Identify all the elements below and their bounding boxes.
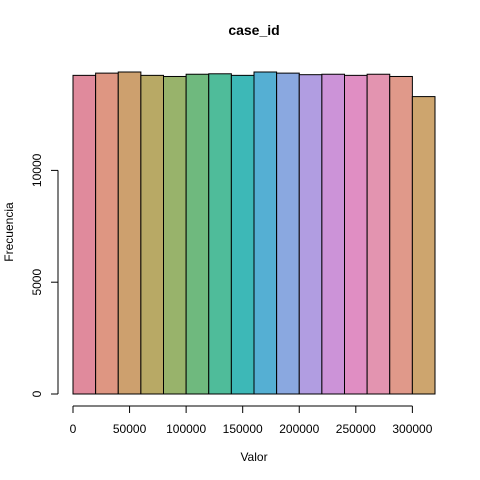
histogram-bar: [185, 73, 210, 395]
x-axis-tick-label: 100000: [166, 422, 206, 436]
histogram-bar: [389, 75, 413, 395]
histogram-bar: [72, 74, 97, 395]
x-axis-tick-label: 300000: [392, 422, 432, 436]
histogram-bar: [298, 74, 323, 395]
y-axis-tick-label: 10000: [30, 153, 44, 187]
histogram-bar: [208, 73, 232, 395]
x-axis: 0 50000 100000 150000 200000 250000 300000: [70, 405, 433, 436]
histogram-bar: [140, 74, 164, 395]
x-axis-tick-label: 200000: [279, 422, 319, 436]
histogram-bar: [411, 96, 436, 395]
histogram-bar: [366, 73, 391, 395]
y-axis-tick-label: 0: [30, 390, 44, 397]
x-axis-tick-label: 150000: [223, 422, 263, 436]
histogram-bar: [276, 72, 300, 395]
histogram-bar: [253, 71, 278, 395]
x-axis-label: Valor: [240, 450, 267, 464]
histogram-bar: [95, 72, 119, 395]
histogram-bar: [344, 74, 368, 395]
histogram-bar: [230, 74, 255, 395]
histogram-bar: [321, 73, 345, 395]
x-axis-tick-label: 0: [70, 422, 77, 436]
y-axis-label: Frecuencia: [2, 202, 16, 262]
histogram-bar: [117, 71, 142, 395]
y-axis-tick-label: 5000: [30, 269, 44, 296]
x-axis-tick-label: 50000: [113, 422, 147, 436]
y-axis: 0 5000 10000: [30, 153, 59, 397]
histogram-bar: [163, 75, 187, 395]
chart-title: case_id: [228, 22, 279, 38]
x-axis-tick-label: 250000: [336, 422, 376, 436]
bars-group: [72, 71, 436, 395]
